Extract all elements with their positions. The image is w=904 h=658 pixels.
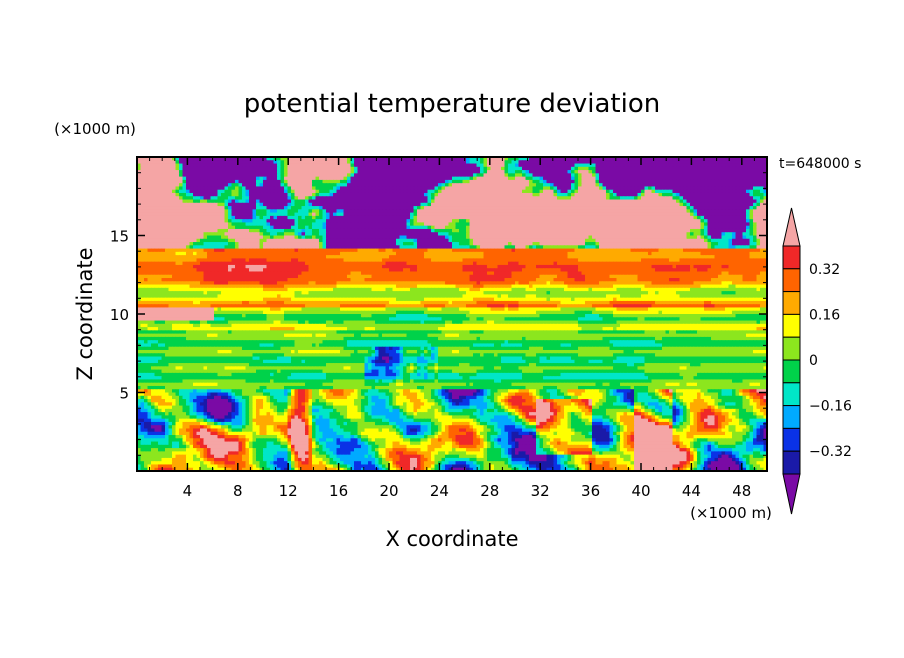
heatmap-field <box>137 157 768 472</box>
y-unit-label: (×1000 m) <box>54 120 136 138</box>
colorbar-box <box>783 269 800 292</box>
colorbar-extend-high <box>783 208 800 246</box>
x-tick-label: 24 <box>430 482 449 500</box>
y-axis-label: Z coordinate <box>73 247 97 380</box>
colorbar-box <box>783 337 800 360</box>
colorbar-box <box>783 360 800 383</box>
x-axis-label: X coordinate <box>385 527 518 551</box>
colorbar-tick-label: −0.16 <box>809 399 852 415</box>
chart-title: potential temperature deviation <box>244 89 660 119</box>
colorbar-extend-low <box>783 474 800 514</box>
colorbar-tick-label: 0.32 <box>809 262 840 278</box>
x-tick-label: 40 <box>631 482 650 500</box>
colorbar: 0.32 0.16 0 −0.16 −0.32 <box>783 208 852 514</box>
x-tick-label: 16 <box>329 482 348 500</box>
colorbar-box <box>783 383 800 406</box>
x-tick-label: 28 <box>480 482 499 500</box>
x-tick-label: 12 <box>279 482 298 500</box>
colorbar-tick-label: 0.16 <box>809 307 840 323</box>
colorbar-box <box>783 292 800 315</box>
x-tick-label: 36 <box>581 482 600 500</box>
y-tick-label: 10 <box>110 306 129 324</box>
time-label: t=648000 s <box>779 156 861 172</box>
y-tick-label: 5 <box>119 385 129 403</box>
x-tick-label: 32 <box>531 482 550 500</box>
y-tick-label: 15 <box>110 228 129 246</box>
colorbar-box <box>783 451 800 474</box>
x-tick-label: 44 <box>682 482 701 500</box>
x-tick-label: 48 <box>732 482 751 500</box>
x-unit-label: (×1000 m) <box>690 504 772 522</box>
colorbar-tick-label: −0.32 <box>809 444 852 460</box>
colorbar-box <box>783 314 800 337</box>
colorbar-tick-label: 0 <box>809 353 818 369</box>
x-tick-label: 20 <box>379 482 398 500</box>
colorbar-box <box>783 406 800 429</box>
x-tick-label: 4 <box>183 482 193 500</box>
x-tick-label: 8 <box>233 482 243 500</box>
colorbar-box <box>783 428 800 451</box>
colorbar-box <box>783 246 800 269</box>
